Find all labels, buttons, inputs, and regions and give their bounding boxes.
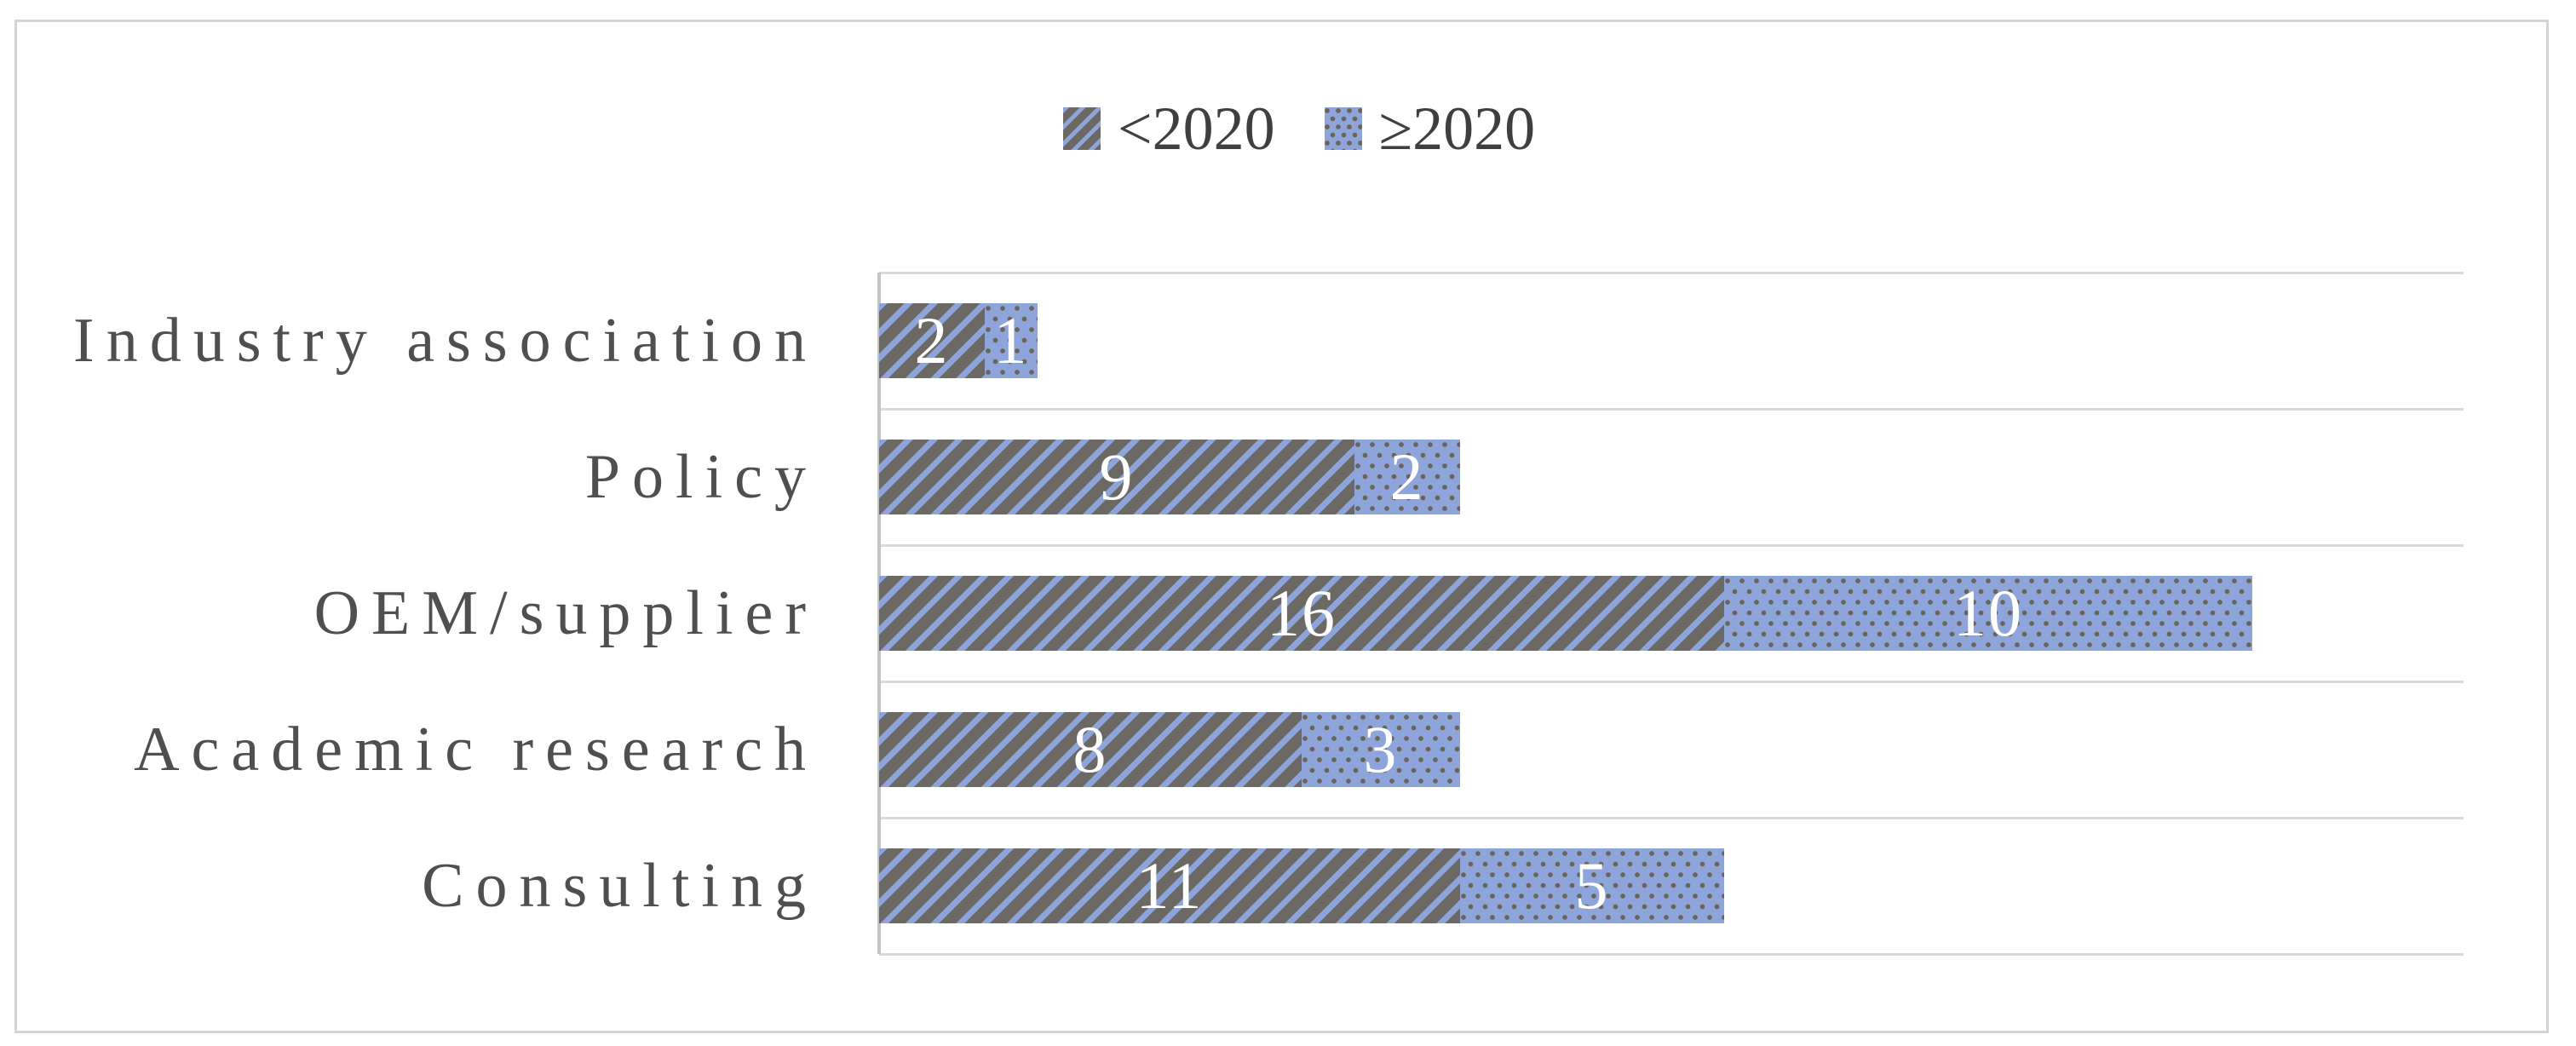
legend-item-post2020: ≥2020 (1324, 95, 1536, 163)
gridline (879, 272, 2464, 274)
legend-swatch-diagonal-stripes-icon (1063, 107, 1101, 150)
value-label: 10 (1953, 576, 2023, 650)
gridline (879, 817, 2464, 819)
bar-segment-diagonal-stripes: 2 (879, 303, 985, 378)
value-label: 16 (1267, 576, 1337, 650)
category-label: Consulting (422, 851, 818, 921)
category-label: Academic research (134, 715, 818, 784)
bar-segment-diagonal-stripes: 9 (879, 440, 1354, 514)
value-label: 2 (1389, 440, 1425, 514)
bar-row: 16 10 (879, 576, 2252, 651)
bar-segment-dots: 10 (1724, 576, 2252, 651)
value-label: 3 (1363, 712, 1399, 786)
legend-swatch-dots-icon (1324, 107, 1362, 150)
value-label: 1 (993, 303, 1029, 377)
legend-label: <2020 (1118, 95, 1275, 163)
bar-segment-dots: 2 (1354, 440, 1460, 514)
category-label: OEM/supplier (313, 578, 818, 648)
value-label: 5 (1574, 848, 1610, 922)
bar-segment-dots: 5 (1460, 848, 1724, 923)
legend-label: ≥2020 (1378, 95, 1536, 163)
gridline (879, 681, 2464, 683)
category-label: Policy (584, 442, 818, 512)
value-label: 2 (914, 303, 950, 377)
bar-segment-diagonal-stripes: 11 (879, 848, 1460, 923)
value-label: 11 (1136, 848, 1204, 922)
legend-item-pre2020: <2020 (1063, 98, 1275, 159)
bar-segment-diagonal-stripes: 8 (879, 712, 1302, 787)
bar-segment-diagonal-stripes: 16 (879, 576, 1724, 651)
bar-row: 11 5 (879, 848, 1724, 923)
category-label: Industry association (73, 306, 818, 376)
bar-segment-dots: 3 (1302, 712, 1460, 787)
legend: <2020 ≥2020 (1063, 95, 1536, 163)
value-label: 8 (1072, 712, 1108, 786)
bar-segment-dots: 1 (985, 303, 1038, 378)
gridline (879, 408, 2464, 411)
value-label: 9 (1099, 440, 1135, 514)
gridline (879, 953, 2464, 956)
gridline (879, 544, 2464, 547)
